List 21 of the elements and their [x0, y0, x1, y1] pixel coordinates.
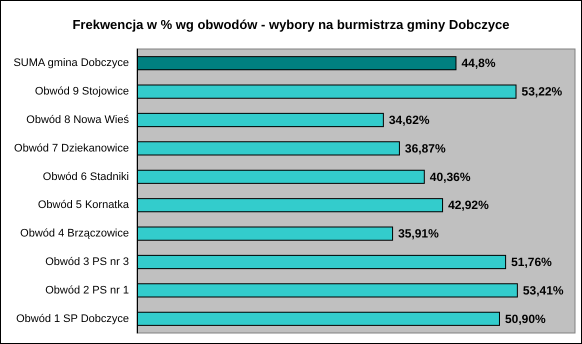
data-label: 51,76% [511, 255, 552, 269]
y-tick-label: Obwód 4 Brzączowice [20, 228, 129, 240]
data-label: 53,22% [522, 84, 563, 99]
data-label: 50,90% [504, 312, 546, 326]
y-tick-label: SUMA gmina Dobczyce [13, 57, 129, 70]
data-label: 34,62% [388, 113, 430, 127]
chart-title: Frekwencja w % wg obwodów - wybory na burmistrza gminy Dobczyce [72, 17, 510, 32]
data-label: 35,91% [398, 226, 440, 241]
data-label: 42,92% [448, 198, 490, 212]
y-tick-label: Obwód 5 Kornatka [38, 199, 130, 212]
data-label: 36,87% [404, 141, 446, 156]
data-label: 44,8% [461, 56, 496, 70]
y-tick-label: Obwód 8 Nowa Wieś [26, 114, 130, 126]
y-tick-label: Obwód 9 Stojowice [34, 86, 129, 98]
y-tick-label: Obwód 3 PS nr 3 [45, 256, 129, 268]
y-tick-label: Obwód 2 PS nr 1 [45, 284, 129, 296]
y-tick-label: Obwód 6 Stadniki [42, 170, 129, 183]
data-label: 40,36% [430, 170, 471, 184]
y-tick-label: Obwód 1 SP Dobczyce [16, 312, 129, 325]
y-tick-label: Obwód 7 Dziekanowice [14, 142, 129, 154]
data-label: 53,41% [522, 283, 564, 298]
